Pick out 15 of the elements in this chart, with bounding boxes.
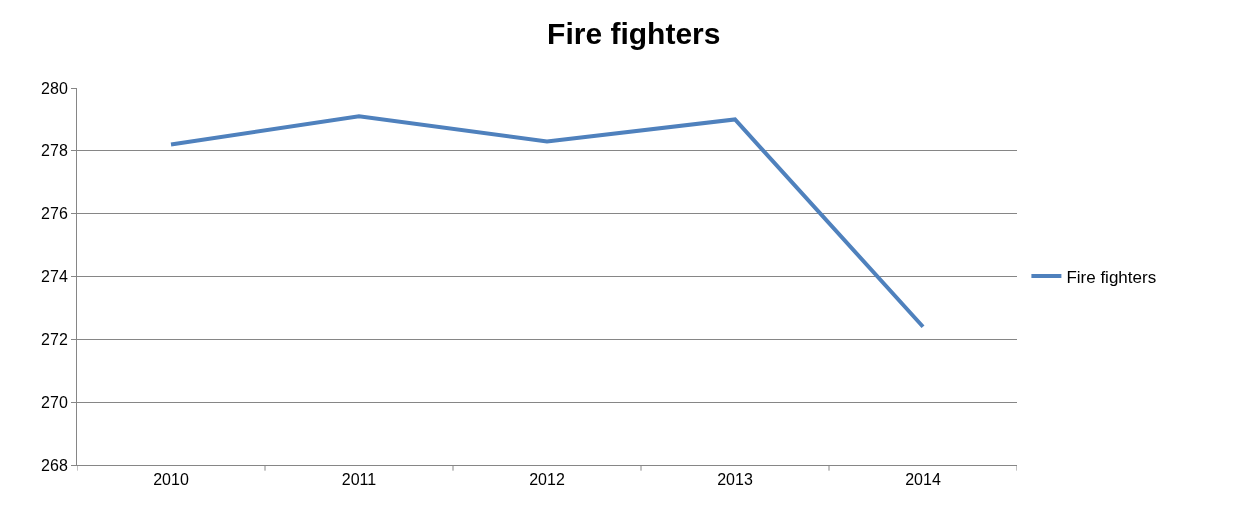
- x-tick-label: 2011: [341, 471, 377, 489]
- y-tick-label: 270: [41, 393, 68, 411]
- x-tick-label: 2010: [153, 471, 189, 489]
- y-tick-label: 276: [41, 205, 68, 223]
- y-tick-label: 280: [41, 79, 68, 97]
- line-series: [169, 114, 925, 329]
- y-tick-label: 272: [41, 330, 68, 348]
- legend-label: Fire fighters: [1066, 267, 1157, 287]
- y-tick-label: 268: [41, 456, 68, 474]
- y-tick-label: 278: [41, 142, 68, 160]
- x-tick-label: 2013: [717, 471, 753, 489]
- chart-title: Fire fighters: [547, 17, 721, 51]
- y-tick-label: 274: [41, 268, 68, 286]
- x-tick-label: 2012: [529, 471, 565, 489]
- x-tick-label: 2014: [905, 471, 941, 489]
